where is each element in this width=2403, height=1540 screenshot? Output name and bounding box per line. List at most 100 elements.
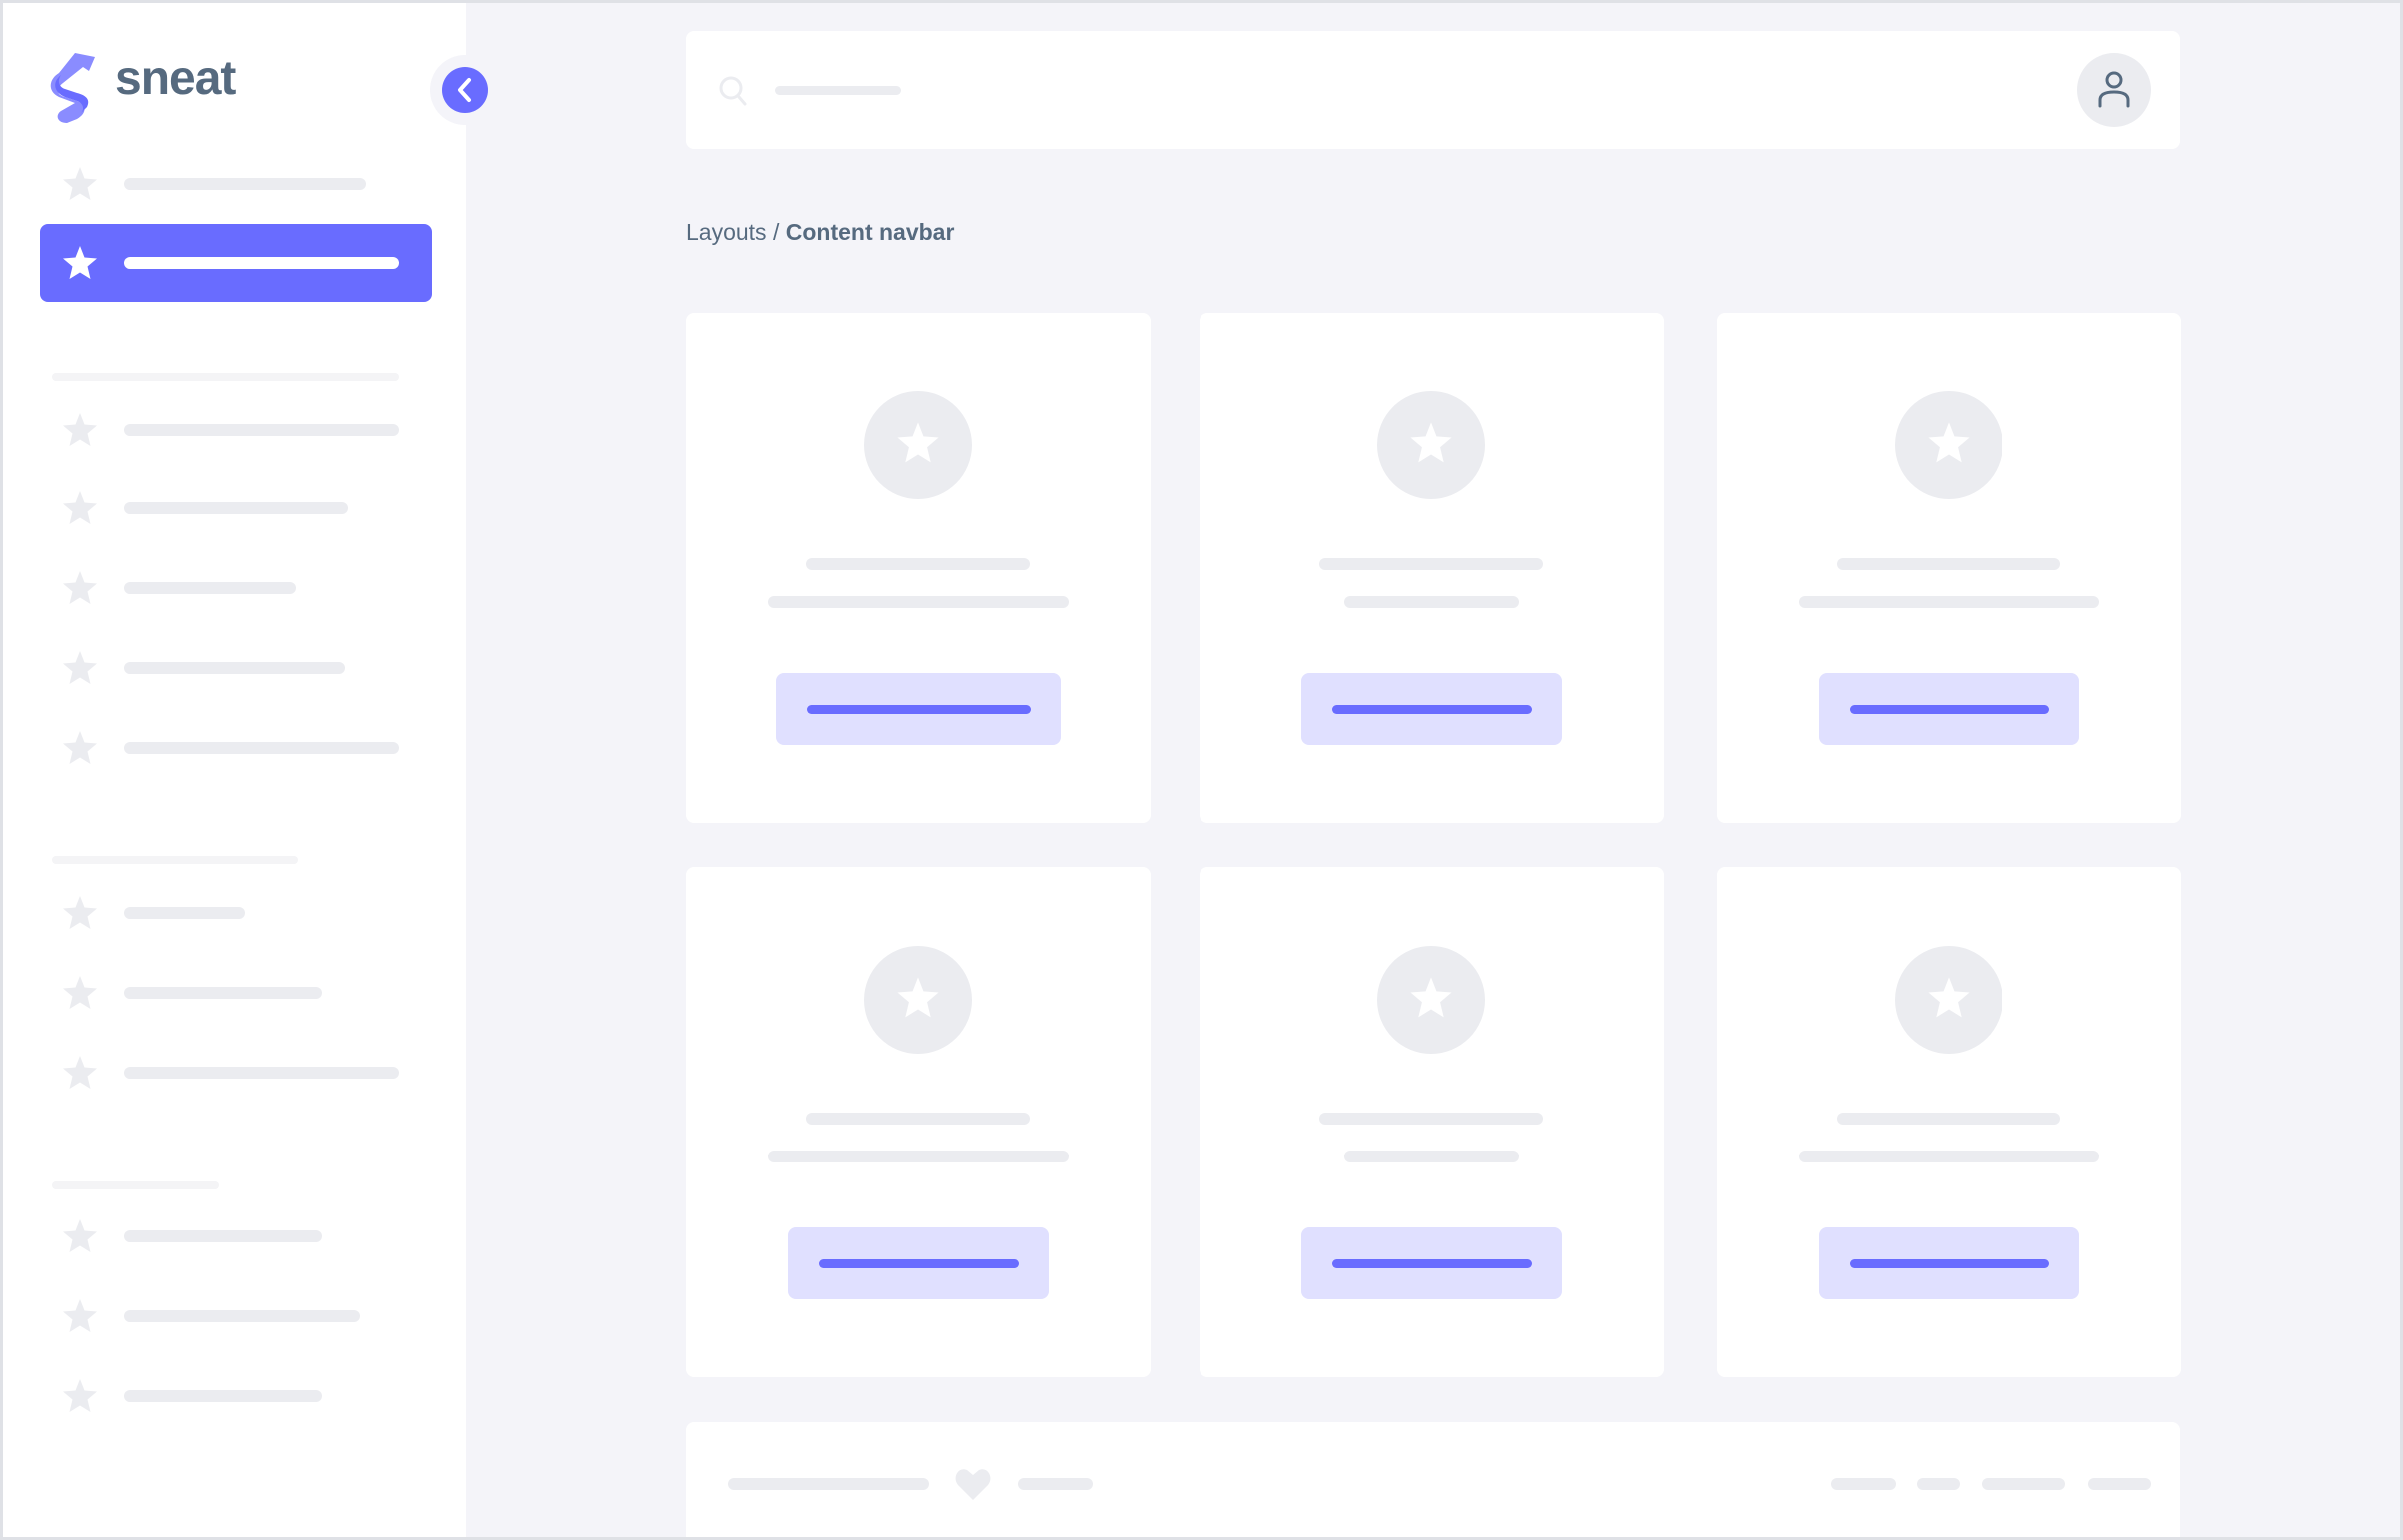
sidebar-item[interactable] (40, 712, 432, 784)
footer-text (728, 1478, 929, 1490)
star-icon (63, 1299, 97, 1332)
card (1717, 313, 2181, 823)
sidebar-item[interactable] (40, 1360, 432, 1432)
card-button[interactable] (788, 1227, 1049, 1299)
sidebar-item[interactable] (40, 877, 432, 949)
star-icon (63, 731, 97, 764)
card-button[interactable] (1301, 1227, 1562, 1299)
sidebar-item[interactable] (40, 394, 432, 466)
sidebar: sneat (3, 3, 500, 1537)
footer-link[interactable] (1018, 1478, 1093, 1490)
sidebar-section-divider (52, 373, 399, 381)
card-title (1837, 1113, 2060, 1125)
star-icon (1410, 422, 1452, 463)
user-avatar-button[interactable] (2077, 53, 2151, 127)
sidebar-section-divider (52, 1181, 219, 1189)
card-button-label (1849, 1259, 2049, 1268)
user-icon (2098, 71, 2130, 108)
star-icon (63, 246, 97, 279)
star-icon (63, 1056, 97, 1089)
footer-link[interactable] (1831, 1478, 1896, 1490)
star-icon (63, 413, 97, 446)
sidebar-item[interactable] (40, 148, 432, 220)
card-text (1344, 1151, 1519, 1162)
sidebar-item[interactable] (40, 1037, 432, 1109)
sidebar-item[interactable] (40, 957, 432, 1029)
sidebar-item[interactable] (40, 1200, 432, 1272)
card-text (1799, 596, 2099, 608)
card-icon-circle (1895, 391, 2002, 499)
sidebar-item-label (124, 662, 345, 674)
card-title (1319, 1113, 1543, 1125)
card-text (768, 1151, 1069, 1162)
card-button-label (1849, 705, 2049, 714)
card-icon-circle (864, 946, 972, 1054)
sidebar-item-label (124, 502, 348, 514)
card-button[interactable] (1819, 1227, 2079, 1299)
card-icon-circle (1377, 391, 1485, 499)
star-icon (63, 1219, 97, 1252)
card-text (1799, 1151, 2099, 1162)
sidebar-item[interactable] (40, 632, 432, 704)
heart-icon (955, 1469, 991, 1500)
card-button-label (1331, 705, 1532, 714)
search-input[interactable] (775, 86, 901, 95)
sidebar-item-label (124, 1230, 322, 1242)
card-title (806, 558, 1030, 570)
sidebar-item[interactable] (40, 472, 432, 544)
search-icon[interactable] (718, 75, 750, 109)
sidebar-item[interactable] (40, 227, 432, 299)
star-icon (63, 167, 97, 200)
star-icon (1410, 977, 1452, 1018)
sidebar-item-label (124, 987, 322, 999)
sidebar-item-label (124, 1390, 322, 1402)
footer (686, 1422, 2180, 1537)
sidebar-item-label (124, 1310, 360, 1322)
star-icon (1928, 422, 1970, 463)
card-button-label (818, 1259, 1019, 1268)
sidebar-item-label (124, 1067, 399, 1079)
sidebar-item-label (124, 257, 399, 269)
card (686, 867, 1151, 1377)
card (1200, 313, 1664, 823)
card-icon-circle (1377, 946, 1485, 1054)
card-icon-circle (1895, 946, 2002, 1054)
sidebar-item-label (124, 907, 245, 919)
card-icon-circle (864, 391, 972, 499)
footer-link[interactable] (1917, 1478, 1960, 1490)
breadcrumb-current: Content navbar (785, 219, 955, 245)
breadcrumb-parent[interactable]: Layouts (686, 219, 767, 245)
star-icon (63, 491, 97, 524)
brand-name: sneat (115, 52, 236, 105)
star-icon (63, 976, 97, 1009)
card-button[interactable] (1819, 673, 2079, 745)
star-icon (897, 977, 939, 1018)
chevron-left-icon (458, 78, 471, 102)
card-title (806, 1113, 1030, 1125)
star-icon (63, 571, 97, 604)
sidebar-item[interactable] (40, 552, 432, 624)
card-text (768, 596, 1069, 608)
card-button-label (806, 705, 1031, 714)
card-title (1319, 558, 1543, 570)
navbar (686, 31, 2180, 149)
card-button[interactable] (1301, 673, 1562, 745)
footer-link[interactable] (1982, 1478, 2065, 1490)
card-button[interactable] (776, 673, 1061, 745)
card-text (1344, 596, 1519, 608)
card (1717, 867, 2181, 1377)
card-button-label (1331, 1259, 1532, 1268)
footer-link[interactable] (2088, 1478, 2151, 1490)
breadcrumb-separator: / (766, 219, 786, 245)
sidebar-item-label (124, 178, 366, 190)
sidebar-item-label (124, 582, 296, 594)
star-icon (1928, 977, 1970, 1018)
star-icon (63, 1379, 97, 1412)
sidebar-item-label (124, 424, 399, 436)
sidebar-item[interactable] (40, 1280, 432, 1352)
breadcrumb: Layouts / Content navbar (686, 219, 954, 246)
star-icon (897, 422, 939, 463)
collapse-sidebar-button[interactable] (442, 67, 488, 113)
card (1200, 867, 1664, 1377)
sneat-logo-icon (50, 53, 95, 123)
